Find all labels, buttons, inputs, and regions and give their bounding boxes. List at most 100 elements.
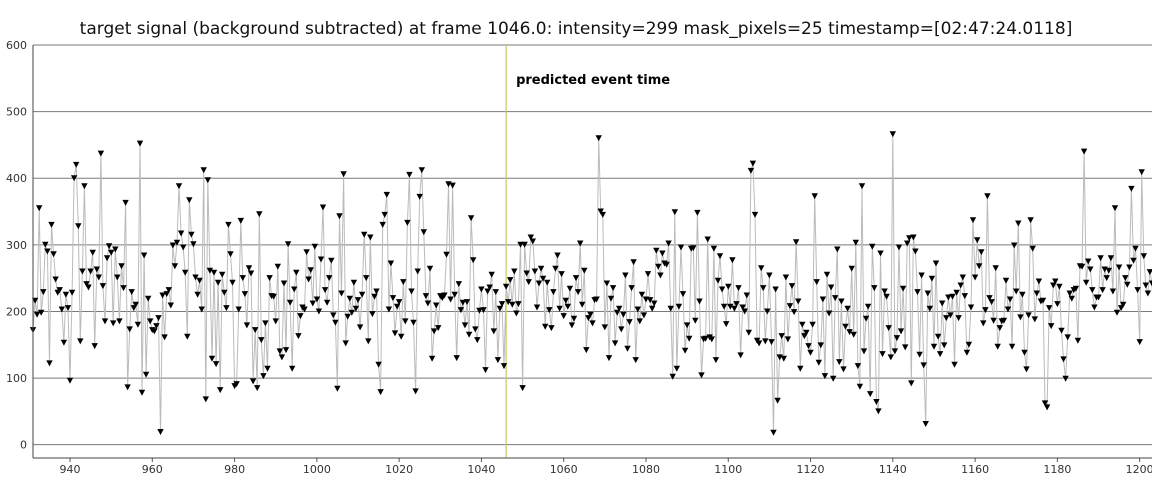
- data-point: [920, 362, 927, 369]
- data-point: [603, 280, 611, 287]
- data-point: [492, 289, 499, 296]
- data-point: [192, 274, 199, 281]
- data-point: [1056, 283, 1063, 290]
- data-point: [110, 320, 117, 327]
- data-point: [716, 253, 724, 260]
- data-point: [116, 318, 123, 325]
- data-point: [171, 263, 179, 270]
- x-tick-label: 1160: [961, 463, 989, 476]
- data-point: [574, 289, 582, 296]
- data-point: [114, 274, 121, 281]
- data-point: [749, 160, 757, 167]
- y-tick-label: 100: [6, 372, 27, 385]
- data-point: [515, 301, 522, 308]
- data-point: [792, 239, 800, 246]
- data-point: [521, 241, 528, 248]
- data-point: [778, 333, 785, 340]
- data-point: [638, 291, 646, 298]
- data-point: [389, 295, 397, 302]
- data-point: [252, 327, 259, 334]
- data-point: [1124, 281, 1131, 288]
- data-point: [157, 429, 164, 435]
- data-point: [1132, 245, 1139, 252]
- data-point: [196, 277, 203, 284]
- data-point: [112, 246, 119, 253]
- data-point: [589, 320, 596, 327]
- data-point: [583, 347, 590, 354]
- data-point: [546, 307, 553, 314]
- data-point: [980, 320, 987, 327]
- data-point: [539, 275, 547, 282]
- data-point: [873, 399, 880, 405]
- data-point: [860, 348, 868, 355]
- data-point: [599, 211, 606, 218]
- data-point: [932, 260, 940, 267]
- data-point: [233, 381, 240, 388]
- data-point: [95, 274, 102, 281]
- data-point: [447, 296, 454, 303]
- data-point: [52, 276, 59, 283]
- data-point: [743, 292, 750, 299]
- axis-ticks: 0 100 200 300 400 500 600 940 960 980 1000 1020 1040…: [6, 39, 1152, 476]
- data-point: [317, 256, 325, 263]
- data-point: [1050, 282, 1057, 289]
- data-point: [459, 299, 467, 306]
- data-point: [994, 343, 1001, 350]
- data-point: [284, 241, 292, 248]
- data-point: [842, 323, 849, 330]
- data-point: [714, 277, 722, 284]
- data-point: [338, 290, 345, 297]
- data-point: [200, 167, 207, 174]
- data-point: [81, 183, 88, 190]
- data-point: [212, 361, 220, 368]
- series-markers: [29, 131, 1152, 436]
- data-point: [412, 388, 419, 395]
- data-point: [50, 251, 57, 258]
- data-point: [659, 250, 666, 257]
- data-point: [1146, 269, 1152, 276]
- data-point: [644, 271, 652, 278]
- data-point: [535, 280, 543, 287]
- data-point: [206, 267, 214, 274]
- data-point: [301, 306, 308, 313]
- data-point: [461, 322, 469, 329]
- data-point: [735, 285, 742, 292]
- data-point: [1064, 334, 1071, 341]
- data-point: [529, 238, 536, 245]
- data-point: [173, 239, 181, 246]
- data-point: [934, 333, 942, 340]
- data-point: [494, 357, 502, 364]
- data-point: [373, 288, 380, 295]
- x-tick-label: 940: [60, 463, 81, 476]
- data-point: [770, 429, 777, 436]
- data-point: [33, 311, 41, 318]
- data-point: [48, 221, 55, 228]
- data-point: [764, 308, 771, 315]
- data-point: [1000, 317, 1008, 324]
- data-point: [1130, 257, 1137, 264]
- data-point: [227, 251, 234, 258]
- data-point: [336, 213, 343, 220]
- x-tick-label: 1080: [632, 463, 660, 476]
- data-point: [1006, 296, 1014, 303]
- grid-lines: [33, 44, 1152, 446]
- data-point: [175, 183, 183, 190]
- data-point: [282, 347, 290, 354]
- data-point: [1060, 356, 1067, 363]
- data-point: [618, 326, 625, 333]
- data-point: [725, 283, 732, 290]
- data-point: [1052, 278, 1059, 285]
- data-point: [657, 272, 664, 279]
- data-point: [194, 291, 201, 298]
- data-point: [1109, 288, 1117, 295]
- data-point: [624, 345, 631, 352]
- data-point: [667, 305, 674, 312]
- data-point: [683, 322, 691, 329]
- data-point: [846, 329, 853, 336]
- data-point: [507, 277, 514, 284]
- data-point: [1142, 282, 1149, 289]
- data-point: [889, 131, 896, 138]
- data-point: [332, 319, 339, 326]
- data-point: [472, 326, 479, 333]
- data-point: [595, 135, 602, 142]
